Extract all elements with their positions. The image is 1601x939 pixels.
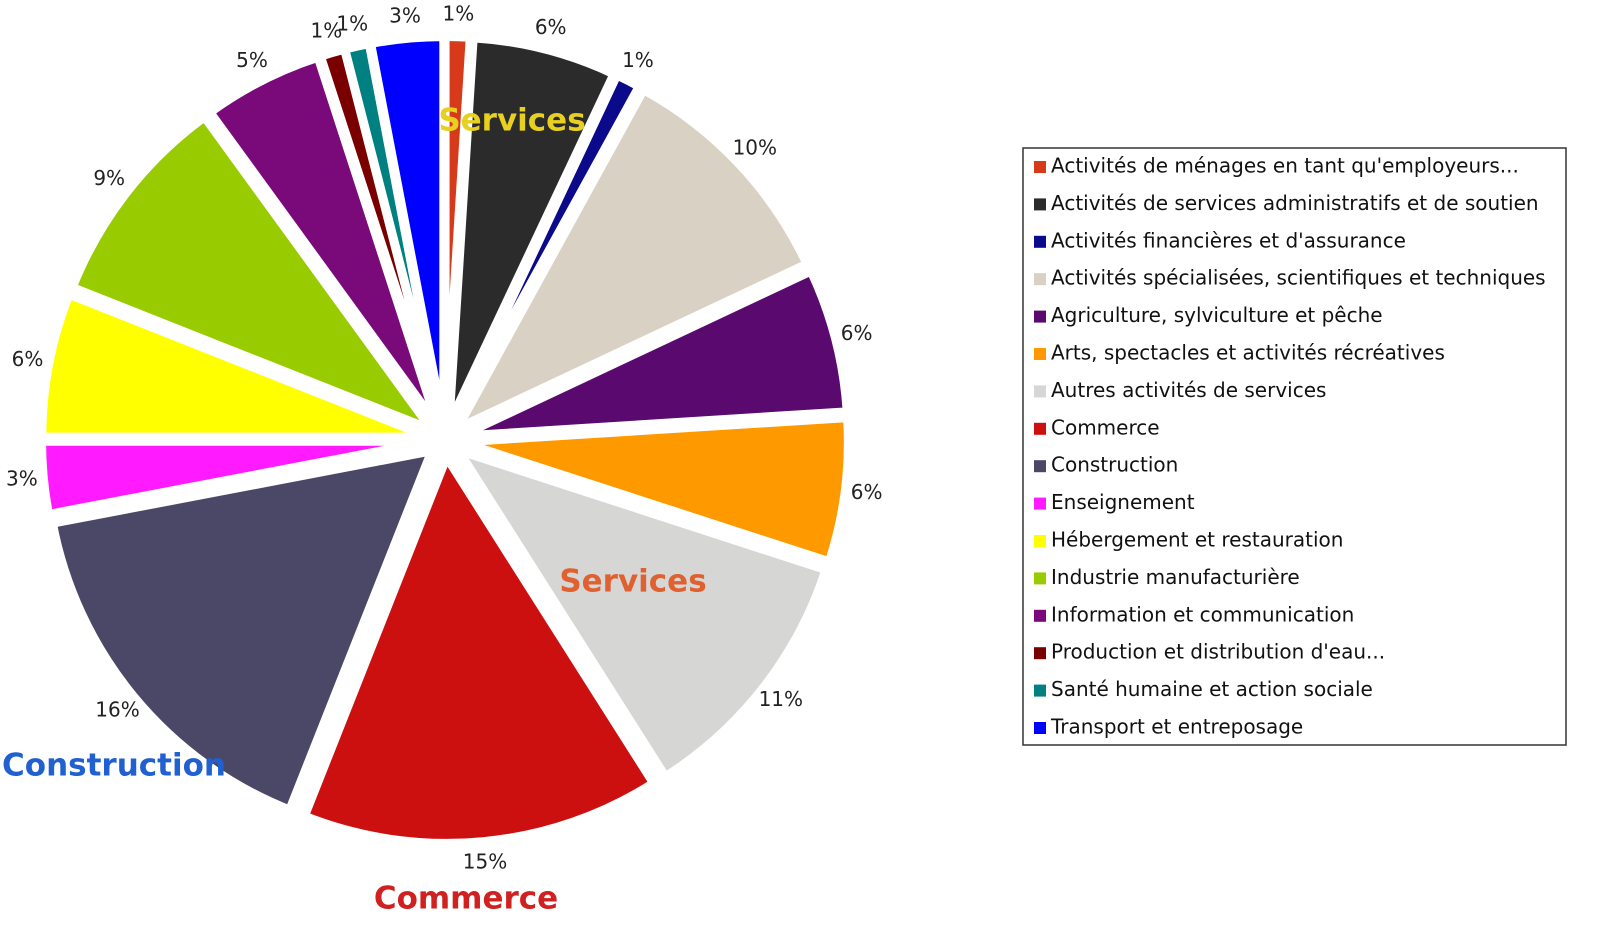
pie-slice	[38, 437, 428, 519]
value-label: 5%	[236, 48, 268, 72]
legend-label: Transport et entreposage	[1050, 715, 1303, 739]
legend-label: Construction	[1051, 453, 1178, 477]
legend-swatch	[1034, 460, 1046, 473]
value-label: 15%	[463, 850, 507, 874]
legend-label: Enseignement	[1051, 490, 1195, 514]
legend-label: Santé humaine et action sociale	[1051, 677, 1373, 701]
legend-swatch	[1034, 422, 1046, 435]
value-label: 11%	[759, 687, 803, 711]
legend-label: Arts, spectacles et activités récréative…	[1051, 341, 1445, 365]
legend-label: Autres activités de services	[1051, 378, 1326, 402]
legend-swatch	[1034, 161, 1046, 173]
legend-box	[1022, 147, 1567, 746]
value-label: 6%	[12, 347, 44, 371]
pie-slice	[461, 413, 852, 567]
legend-label: Activités de services administratifs et …	[1051, 191, 1539, 215]
legend-label: Production et distribution d'eau...	[1051, 640, 1385, 664]
value-label: 1%	[336, 12, 368, 36]
legend-label: Commerce	[1051, 415, 1160, 439]
legend-swatch	[1034, 497, 1046, 510]
annotation: Construction	[2, 748, 226, 784]
value-label: 1%	[622, 48, 654, 72]
legend-swatch	[1034, 535, 1046, 547]
pie-slice	[445, 34, 619, 425]
pie-slice	[48, 446, 438, 815]
legend-label: Activités spécialisées, scientifiques et…	[1051, 266, 1546, 290]
pie-slice	[460, 266, 851, 440]
pie-slice	[38, 289, 429, 441]
value-label: 9%	[93, 166, 125, 190]
legend-swatch	[1034, 385, 1046, 398]
pie-slice	[448, 84, 812, 437]
pie-slice	[449, 443, 831, 782]
legend-swatch	[1034, 647, 1046, 660]
legend-label: Activités de ménages en tant qu'employeu…	[1051, 154, 1519, 178]
legend-label: Hébergement et restauration	[1051, 528, 1343, 552]
value-label: 1%	[311, 18, 343, 42]
annotation: Services	[438, 103, 585, 139]
legend-swatch	[1034, 198, 1046, 211]
legend-swatch	[1034, 572, 1046, 585]
legend-label: Agriculture, sylviculture et pêche	[1051, 303, 1383, 327]
value-label: 3%	[389, 3, 421, 27]
legend-swatch	[1034, 684, 1046, 697]
value-label: 6%	[535, 15, 567, 39]
legend-swatch	[1034, 609, 1046, 622]
legend-swatch	[1034, 310, 1046, 323]
legend-swatch	[1034, 348, 1046, 360]
pie-slice	[67, 111, 443, 438]
legend-swatch	[1034, 273, 1046, 286]
legend-label: Industrie manufacturière	[1051, 565, 1300, 589]
legend-label: Information et communication	[1051, 602, 1354, 626]
pie-slice	[366, 33, 448, 423]
value-label: 6%	[851, 480, 883, 504]
value-label: 3%	[6, 466, 38, 490]
annotation: Services	[559, 564, 706, 600]
value-label: 1%	[442, 2, 474, 26]
value-label: 16%	[95, 697, 139, 721]
pie-slice	[449, 70, 645, 426]
legend-label: Activités financières et d'assurance	[1051, 228, 1406, 252]
annotation: Commerce	[374, 881, 558, 917]
pie-slice	[299, 449, 659, 847]
legend-swatch	[1034, 235, 1046, 248]
value-label: 10%	[733, 136, 777, 160]
value-label: 6%	[841, 321, 873, 345]
legend-swatch	[1034, 722, 1046, 734]
